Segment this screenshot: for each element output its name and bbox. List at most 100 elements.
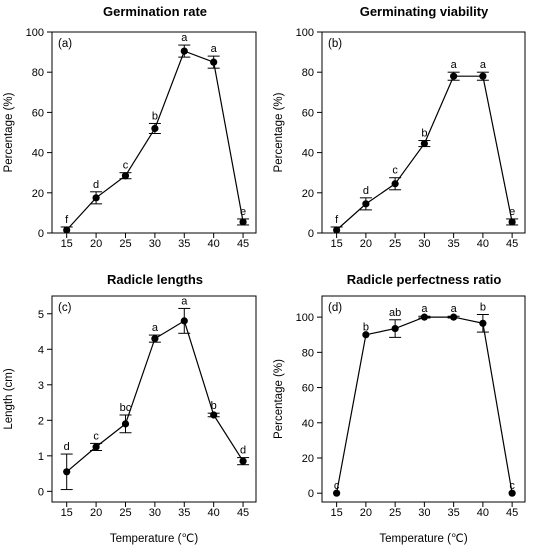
data-point bbox=[92, 194, 100, 202]
x-tick-label: 30 bbox=[149, 238, 161, 250]
y-tick-label: 20 bbox=[302, 453, 314, 465]
significance-letter: a bbox=[152, 322, 159, 334]
significance-letter: e bbox=[509, 206, 515, 218]
x-axis-label: Temperature (℃) bbox=[110, 533, 198, 545]
data-point bbox=[479, 72, 487, 80]
data-point bbox=[450, 313, 458, 321]
significance-letter: a bbox=[480, 59, 487, 71]
data-point bbox=[420, 313, 428, 321]
x-tick-label: 20 bbox=[360, 507, 372, 519]
x-tick-label: 15 bbox=[331, 238, 343, 250]
significance-letter: b bbox=[363, 322, 369, 334]
significance-letter: c bbox=[392, 165, 398, 177]
y-tick-label: 0 bbox=[38, 486, 44, 498]
x-tick-label: 40 bbox=[208, 238, 220, 250]
y-tick-label: 0 bbox=[308, 228, 314, 240]
significance-letter: bc bbox=[120, 402, 132, 414]
significance-letter: e bbox=[240, 206, 246, 218]
x-tick-label: 15 bbox=[331, 507, 343, 519]
x-tick-label: 35 bbox=[448, 238, 460, 250]
data-point bbox=[121, 420, 130, 428]
plot-frame bbox=[321, 295, 526, 503]
y-tick-label: 100 bbox=[296, 27, 314, 39]
x-tick-label: 45 bbox=[237, 238, 249, 250]
data-point bbox=[239, 218, 247, 226]
significance-letter: c bbox=[334, 480, 340, 492]
plot-frame bbox=[321, 31, 526, 234]
x-tick-label: 30 bbox=[418, 507, 430, 519]
chart-title: Germinating viability bbox=[360, 4, 489, 19]
panel-label: (a) bbox=[58, 38, 72, 50]
y-tick-label: 80 bbox=[32, 67, 44, 79]
data-point bbox=[362, 200, 370, 208]
y-tick-label: 100 bbox=[296, 312, 314, 324]
y-tick-label: 20 bbox=[302, 188, 314, 200]
significance-letter: b bbox=[152, 110, 158, 122]
y-tick-label: 0 bbox=[308, 488, 314, 500]
series-line bbox=[336, 75, 513, 231]
x-tick-label: 25 bbox=[119, 507, 131, 519]
data-point bbox=[63, 468, 71, 476]
chart-panel-2: Germinating viability (b) 0 20 40 60 80 100 15 20… bbox=[273, 4, 526, 250]
panel-label: (d) bbox=[328, 302, 342, 314]
x-tick-label: 25 bbox=[119, 238, 131, 250]
data-point bbox=[180, 317, 188, 325]
significance-letter: a bbox=[211, 43, 218, 55]
x-tick-label: 35 bbox=[178, 238, 190, 250]
significance-letter: b bbox=[211, 400, 217, 412]
significance-letter: d bbox=[363, 185, 369, 197]
x-tick-label: 35 bbox=[178, 507, 190, 519]
significance-letter: d bbox=[64, 441, 70, 453]
data-point bbox=[180, 47, 188, 55]
data-point bbox=[362, 331, 370, 339]
significance-letter: f bbox=[335, 214, 339, 226]
x-tick-label: 45 bbox=[237, 507, 249, 519]
data-point bbox=[333, 226, 341, 234]
y-tick-label: 80 bbox=[302, 347, 314, 359]
x-tick-label: 40 bbox=[208, 507, 220, 519]
y-tick-label: 40 bbox=[32, 148, 44, 160]
chart-panel-4: Radicle perfectness ratio (d) 0 20 40 60 80 100… bbox=[273, 272, 526, 545]
data-point bbox=[92, 443, 100, 451]
panel-label: (b) bbox=[328, 38, 342, 50]
x-tick-label: 30 bbox=[418, 238, 430, 250]
data-point bbox=[210, 58, 218, 66]
y-tick-label: 20 bbox=[32, 188, 44, 200]
panel-label: (c) bbox=[58, 302, 72, 314]
y-tick-label: 40 bbox=[302, 418, 314, 430]
plot-frame bbox=[51, 295, 257, 503]
significance-letter: a bbox=[451, 303, 458, 315]
y-tick-label: 40 bbox=[302, 148, 314, 160]
x-axis-label: Temperature (℃) bbox=[379, 533, 467, 545]
data-point bbox=[151, 335, 159, 343]
y-tick-label: 60 bbox=[302, 383, 314, 395]
y-axis-label: Percentage (%) bbox=[273, 92, 285, 172]
data-point bbox=[391, 180, 399, 188]
significance-letter: c bbox=[93, 430, 99, 442]
y-tick-label: 100 bbox=[26, 27, 44, 39]
data-point bbox=[479, 319, 487, 327]
x-tick-label: 25 bbox=[389, 507, 401, 519]
y-tick-label: 4 bbox=[38, 344, 44, 356]
significance-letter: c bbox=[509, 480, 515, 492]
significance-letter: a bbox=[181, 32, 188, 44]
y-axis-label: Length (cm) bbox=[3, 368, 15, 430]
significance-letter: b bbox=[480, 301, 486, 313]
x-tick-label: 20 bbox=[90, 238, 102, 250]
data-point bbox=[450, 72, 458, 80]
significance-letter: d bbox=[93, 179, 99, 191]
y-tick-label: 0 bbox=[38, 228, 44, 240]
y-tick-label: 3 bbox=[38, 380, 44, 392]
x-tick-label: 40 bbox=[477, 238, 489, 250]
series-line bbox=[336, 316, 513, 494]
chart-title: Radicle perfectness ratio bbox=[347, 272, 502, 287]
x-tick-label: 35 bbox=[448, 507, 460, 519]
significance-letter: b bbox=[421, 128, 427, 140]
y-axis-label: Percentage (%) bbox=[3, 92, 15, 172]
x-tick-label: 25 bbox=[389, 238, 401, 250]
plot-frame bbox=[51, 31, 257, 234]
data-point bbox=[420, 139, 428, 148]
x-tick-label: 15 bbox=[61, 238, 73, 250]
y-tick-label: 80 bbox=[302, 67, 314, 79]
